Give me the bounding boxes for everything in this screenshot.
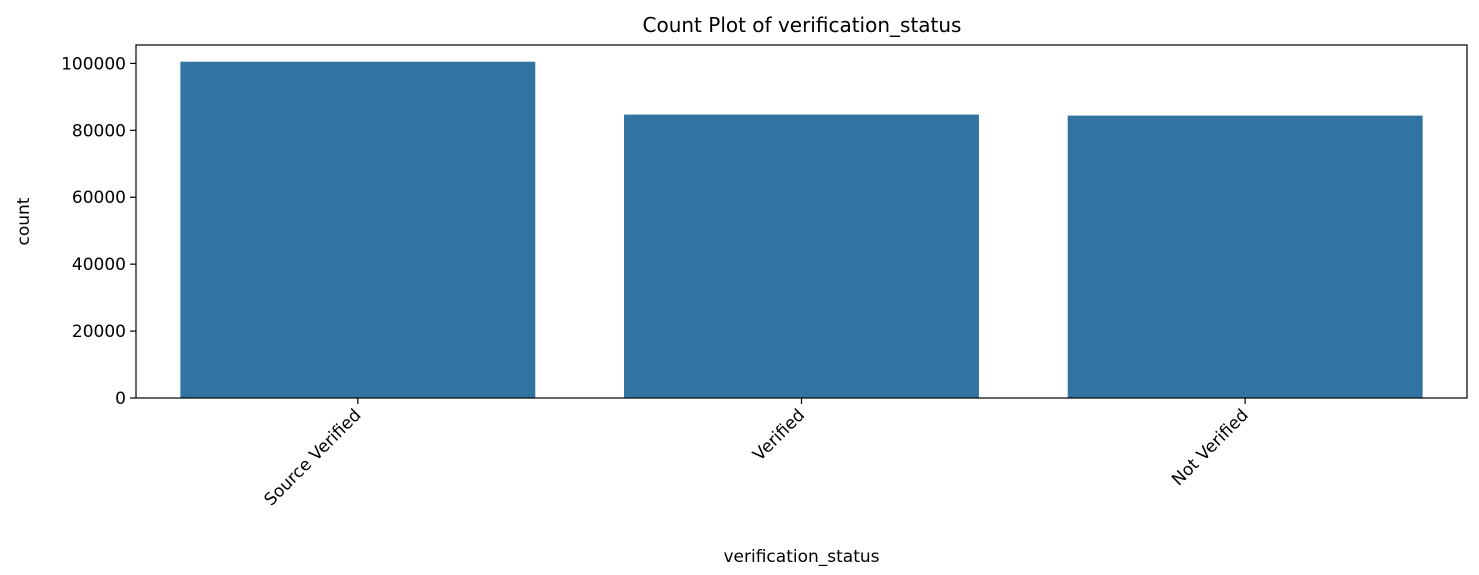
y-tick-label: 80000: [72, 121, 126, 141]
x-axis-title: verification_status: [723, 547, 879, 567]
y-axis: 0 20000 40000 60000 80000 100000: [61, 54, 136, 409]
bar-source-verified: [180, 61, 536, 398]
y-tick-label: 0: [115, 389, 126, 409]
y-tick-label: 40000: [72, 255, 126, 275]
bars-group: [180, 61, 1423, 399]
plot-frame: [135, 44, 1468, 399]
y-tick-label: 20000: [72, 322, 126, 342]
y-axis-title: count: [14, 197, 34, 245]
bar-not-verified: [1067, 115, 1423, 398]
bar-verified: [624, 114, 979, 399]
y-tick-label: 60000: [72, 188, 126, 208]
chart-title: Count Plot of verification_status: [643, 13, 962, 37]
y-tick-label: 100000: [61, 54, 126, 74]
